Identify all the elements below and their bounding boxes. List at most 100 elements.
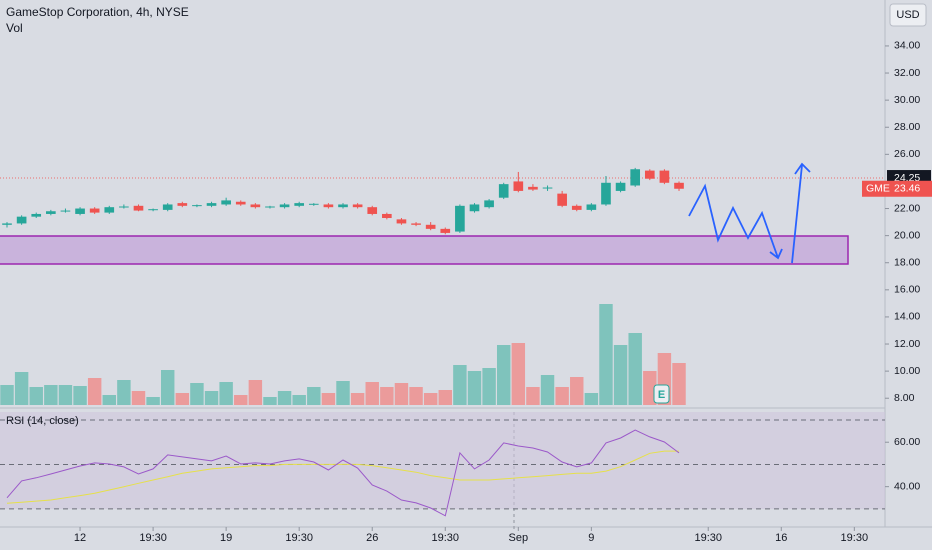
- arrow-head: [769, 248, 783, 260]
- x-tick-label: 19:30: [139, 532, 167, 544]
- volume-bar: [599, 304, 613, 405]
- candle-body: [265, 206, 275, 208]
- volume-bar: [277, 391, 292, 405]
- candle-body: [498, 184, 509, 198]
- y-tick-label: 28.00: [894, 121, 920, 133]
- candle-body: [2, 223, 12, 225]
- chart-title: GameStop Corporation, 4h, NYSE: [6, 5, 189, 19]
- x-tick-label: 26: [366, 532, 378, 544]
- volume-bar: [307, 387, 321, 405]
- volume-bar: [204, 391, 219, 405]
- candle-body: [16, 216, 27, 224]
- volume-bar: [613, 345, 628, 405]
- arrow-head: [794, 162, 811, 175]
- candle-body: [674, 182, 684, 189]
- zone-rectangle: [0, 235, 849, 265]
- volume-bar: [131, 391, 146, 405]
- volume-bar: [453, 365, 467, 405]
- candle-body: [221, 200, 231, 205]
- currency-button[interactable]: [889, 3, 927, 27]
- candle-body: [542, 187, 553, 189]
- volume-bar: [44, 385, 58, 405]
- candle-body: [250, 204, 261, 208]
- volume-bar: [409, 387, 423, 405]
- earnings-badge[interactable]: [653, 384, 670, 404]
- volume-bar: [263, 397, 277, 405]
- x-tick-label: 19:30: [841, 532, 869, 544]
- candle-body: [513, 181, 524, 191]
- volume-bar: [555, 387, 569, 405]
- candle-body: [31, 213, 42, 217]
- x-tick-label: 19:30: [285, 532, 313, 544]
- volume-bar: [584, 393, 599, 405]
- volume-bar: [321, 393, 336, 405]
- candle-body: [235, 201, 246, 205]
- candle-body: [411, 223, 421, 225]
- candle-body: [192, 205, 202, 207]
- candle-body: [46, 211, 56, 214]
- y-tick-label: 14.00: [894, 311, 920, 323]
- candle-body: [294, 203, 305, 206]
- y-tick-label: 12.00: [894, 338, 920, 350]
- volume-bar: [58, 385, 73, 405]
- volume-bar: [219, 382, 233, 405]
- candle-body: [352, 204, 363, 208]
- candle-body: [644, 170, 655, 179]
- volume-bar: [643, 371, 657, 405]
- drawn-path: [791, 164, 803, 264]
- volume-bar: [365, 382, 379, 405]
- volume-bar: [350, 393, 365, 405]
- volume-bar: [160, 370, 175, 405]
- volume-bar: [467, 371, 482, 405]
- volume-bar: [102, 395, 116, 405]
- last-price-label: 23.46: [894, 183, 920, 195]
- volume-bar: [87, 378, 102, 405]
- y-tick-label: 18.00: [894, 257, 920, 269]
- y-tick-label: 32.00: [894, 67, 920, 79]
- last-price-name: GME: [866, 183, 890, 195]
- candle-body: [586, 204, 597, 210]
- candle-body: [89, 208, 100, 213]
- candle-body: [528, 186, 538, 190]
- candle-body: [382, 213, 392, 219]
- candle-body: [75, 208, 85, 214]
- x-tick-label: 19:30: [432, 532, 460, 544]
- last-price-badge: [862, 180, 932, 197]
- volume-bar: [672, 363, 686, 405]
- candle-body: [148, 209, 158, 211]
- candle-body: [279, 204, 290, 208]
- currency-label[interactable]: USD: [896, 9, 919, 21]
- candle-body: [367, 207, 378, 214]
- candle-body: [469, 204, 480, 212]
- x-tick-label: 19:30: [694, 532, 722, 544]
- earnings-text[interactable]: E: [658, 389, 665, 401]
- rsi-label: RSI (14, close): [6, 415, 79, 427]
- volume-bar: [380, 387, 394, 405]
- candle-body: [440, 228, 451, 233]
- volume-bar: [482, 368, 496, 405]
- candle-body: [104, 207, 115, 213]
- y-tick-label: 10.00: [894, 365, 920, 377]
- candle-body: [571, 205, 582, 210]
- volume-bar: [336, 381, 350, 405]
- candle-body: [455, 205, 465, 232]
- volume-bar: [29, 387, 43, 405]
- candle-body: [659, 170, 670, 183]
- candle-body: [119, 206, 129, 208]
- volume-bar: [540, 375, 555, 405]
- x-tick-label: 9: [588, 532, 594, 544]
- volume-bar: [423, 393, 438, 405]
- volume-bar: [394, 383, 409, 405]
- drawn-path: [688, 183, 779, 259]
- x-tick-label: 16: [775, 532, 787, 544]
- volume-bar: [526, 387, 540, 405]
- volume-label: Vol: [6, 21, 23, 35]
- rsi-line: [6, 429, 680, 517]
- volume-bar: [248, 380, 263, 405]
- volume-bar: [234, 395, 248, 405]
- rsi-tick-label: 40.00: [894, 480, 920, 492]
- volume-bar: [146, 397, 160, 405]
- candle-body: [557, 193, 567, 206]
- volume-bar: [190, 383, 204, 405]
